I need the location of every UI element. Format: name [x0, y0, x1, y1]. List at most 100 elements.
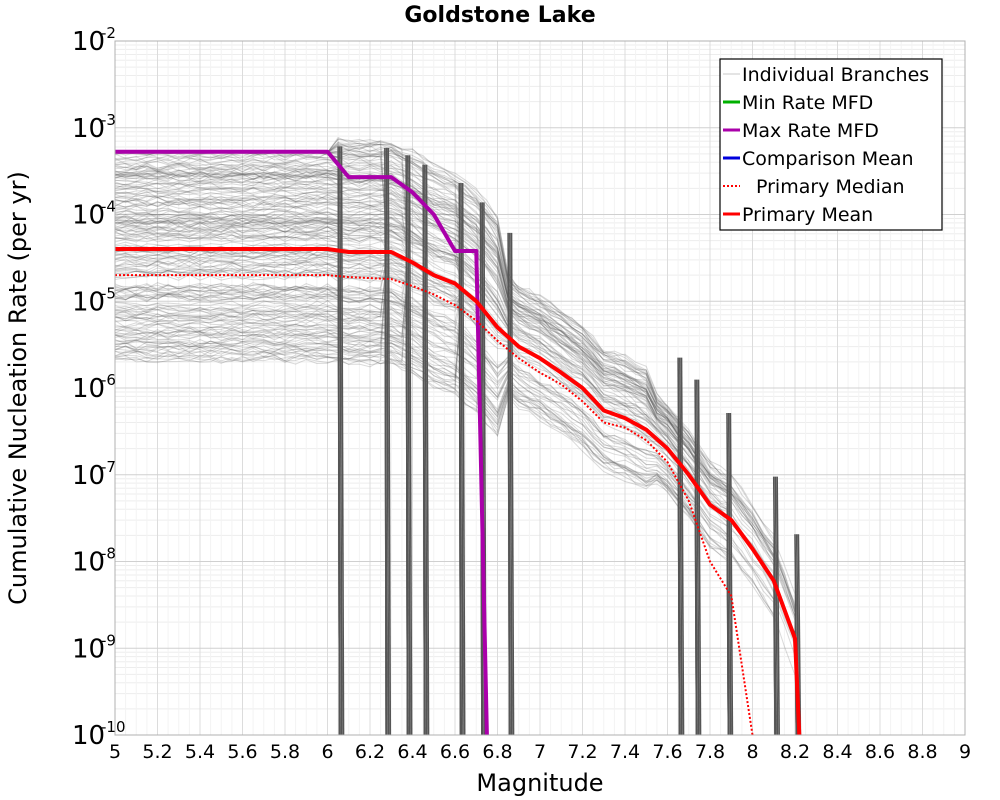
x-axis-label: Magnitude [476, 769, 603, 797]
branch-line [114, 305, 729, 736]
branch-line [114, 331, 461, 736]
branch-line [114, 293, 408, 736]
branch-line [114, 217, 697, 736]
branch-line [114, 325, 483, 736]
chart-title: Goldstone Lake [404, 3, 595, 28]
branch-line [114, 169, 483, 736]
y-tick-base: 10 [72, 114, 105, 144]
y-tick-exponent: -6 [101, 371, 116, 389]
branch-line [114, 287, 387, 736]
branch-line [114, 300, 408, 736]
x-tick-label: 6.8 [482, 741, 512, 763]
branch-line [114, 257, 729, 736]
branch-line [114, 216, 340, 736]
branch-line [114, 151, 729, 736]
branch-line [114, 215, 461, 736]
branch-line [114, 158, 461, 736]
branch-line [114, 220, 340, 736]
branch-line [114, 205, 425, 736]
cutoff-line [405, 155, 409, 736]
branch-line [114, 282, 461, 736]
y-tick-exponent: -5 [101, 284, 116, 302]
branch-line [114, 267, 387, 736]
cutoff-line [384, 147, 388, 736]
branch-line [114, 233, 340, 736]
branch-line [114, 305, 729, 736]
x-tick-label: 7.2 [567, 741, 597, 763]
y-tick-exponent: -4 [101, 198, 116, 216]
branch-line [114, 290, 387, 736]
branch-line [114, 337, 697, 736]
x-tick-label: 6 [321, 741, 333, 763]
x-tick-label: 6.4 [397, 741, 427, 763]
branch-line [114, 267, 387, 736]
branch-line [114, 270, 461, 736]
cutoff-line [385, 147, 390, 736]
branch-line [114, 225, 729, 736]
branch-line [114, 198, 510, 736]
cutoff-line [726, 412, 730, 736]
cutoff-line [677, 357, 681, 736]
branch-line [114, 172, 729, 736]
branch-line [114, 326, 461, 736]
branch-line [114, 326, 729, 736]
branch-line [114, 249, 483, 736]
x-tick-label: 8.8 [907, 741, 937, 763]
x-tick-label: 8.6 [865, 741, 895, 763]
branch-line [114, 296, 387, 736]
branch-line [114, 285, 697, 736]
branch-line [114, 201, 408, 736]
branch-line [114, 156, 425, 736]
branch-line [114, 217, 697, 736]
y-tick-exponent: -3 [101, 111, 116, 129]
branch-line [114, 207, 461, 736]
branch-line [114, 349, 729, 736]
branch-line [114, 291, 387, 736]
y-tick-base: 10 [72, 461, 105, 491]
branch-line [114, 283, 483, 736]
branch-line [114, 205, 483, 736]
y-tick-exponent: -8 [101, 545, 116, 563]
x-tick-label: 5 [109, 741, 121, 763]
y-tick-base: 10 [72, 374, 105, 404]
branch-line [114, 214, 483, 736]
branch-line [114, 289, 408, 736]
branch-line [114, 155, 729, 736]
x-tick-labels: 5 5.2 5.4 5.6 5.8 6 6.2 6.4 6.6 6.8 7 7.2 7.4 7.6 7.8 8… [109, 741, 971, 763]
cutoff-line [461, 182, 466, 736]
cutoff-line [387, 147, 392, 736]
branch-line [114, 172, 425, 736]
branch-line [114, 339, 729, 736]
branch-line [114, 151, 387, 736]
branch-line [114, 277, 340, 736]
cutoff-line [680, 357, 685, 736]
x-tick-label: 5.2 [142, 741, 172, 763]
branch-line [114, 194, 461, 736]
plot-frame [114, 40, 966, 736]
branch-line [114, 330, 776, 736]
legend-label: Min Rate MFD [742, 92, 873, 114]
branch-line [114, 256, 340, 736]
branch-line [114, 268, 483, 736]
branch-line [114, 301, 408, 736]
y-tick-base: 10 [72, 201, 105, 231]
branch-line [114, 345, 729, 736]
branch-line [114, 184, 729, 736]
branch-line [114, 254, 483, 736]
branch-line [114, 267, 340, 736]
cutoff-line [679, 357, 683, 736]
cutoff-line [509, 232, 513, 736]
series-max-rate-mfd [115, 149, 489, 736]
cutoff-line [337, 146, 341, 736]
y-tick-base: 10 [72, 27, 105, 57]
summary-series [115, 149, 802, 736]
branch-line [114, 263, 461, 736]
cutoff-line [776, 476, 780, 736]
y-tick-exponent: -2 [101, 24, 116, 42]
branch-line [114, 260, 483, 736]
y-tick-base: 10 [72, 634, 105, 664]
branch-cutoff-lines [337, 146, 802, 736]
branch-line [114, 168, 340, 736]
branch-line [114, 219, 461, 736]
branch-line [114, 326, 461, 736]
